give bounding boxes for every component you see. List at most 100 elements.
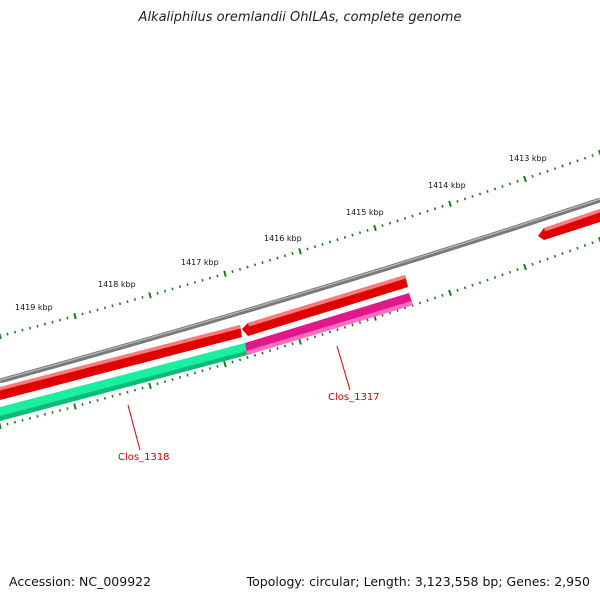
inner-tick-mark [433, 296, 437, 300]
inner-tick-mark [43, 413, 47, 416]
tick-label: 1416 kbp [264, 234, 302, 243]
tick-label: 1415 kbp [346, 208, 384, 217]
gene-arrow-clos-1318 [0, 351, 247, 421]
genome-summary-text: Topology: circular; Length: 3,123,558 bp… [246, 574, 590, 589]
outer-tick-mark [88, 310, 92, 314]
outer-tick-mark [501, 184, 504, 188]
outer-tick-mark [28, 326, 32, 330]
outer-tick-mark [328, 240, 332, 244]
inner-tick-mark [313, 335, 317, 339]
outer-tick-mark [193, 281, 197, 284]
inner-tick-mark [126, 390, 129, 394]
inner-tick-mark [156, 382, 159, 386]
outer-tick-mark [358, 231, 362, 235]
outer-tick-mark [36, 324, 39, 328]
outer-tick-mark [96, 308, 99, 312]
outer-tick-mark [201, 278, 204, 282]
outer-tick-mark [253, 263, 257, 267]
inner-tick-mark [351, 323, 354, 327]
outer-tick-mark [298, 248, 302, 255]
outer-tick-mark [336, 238, 339, 242]
inner-tick-mark [253, 353, 257, 357]
inner-tick-mark [561, 252, 564, 256]
outer-tick-mark [0, 332, 2, 340]
inner-tick-mark [418, 301, 422, 305]
inner-tick-mark [6, 422, 9, 426]
outer-tick-mark [583, 156, 587, 160]
inner-tick-mark [178, 375, 182, 379]
outer-tick-mark [133, 298, 137, 301]
outer-tick-mark [73, 312, 77, 320]
outer-tick-mark [463, 197, 467, 201]
outer-tick-mark [553, 167, 557, 171]
inner-tick-mark [471, 283, 474, 287]
outer-tick-mark [208, 276, 212, 280]
map-title: Alkaliphilus oremlandii OhILAs, complete… [138, 10, 462, 25]
inner-tick-mark [193, 371, 197, 375]
outer-tick-mark [403, 216, 407, 220]
outer-tick-mark [426, 209, 429, 213]
inner-tick-mark [598, 236, 600, 243]
inner-tick-mark [208, 367, 212, 371]
outer-tick-mark [396, 219, 399, 223]
inner-tick-mark [441, 293, 444, 297]
inner-tick-mark [111, 394, 114, 398]
outer-tick-mark [433, 207, 437, 211]
accession-text: Accession: NC_009922 [9, 574, 152, 589]
outer-tick-mark [448, 200, 452, 208]
outer-tick-mark [523, 175, 527, 183]
inner-tick-mark [216, 364, 219, 368]
outer-tick-mark [351, 233, 354, 237]
outer-tick-mark [81, 312, 84, 316]
gene-arrow-forward[interactable] [0, 325, 242, 400]
tick-labels: 1413 kbp 1414 kbp 1415 kbp 1416 kbp 1417… [15, 154, 547, 312]
outer-tick-mark [321, 242, 324, 246]
inner-tick-mark [343, 325, 347, 329]
outer-tick-ring [0, 149, 600, 340]
forward-strand-genes [0, 209, 600, 400]
outer-tick-mark [246, 265, 249, 269]
inner-tick-mark [463, 286, 467, 290]
outer-tick-mark [58, 318, 62, 322]
outer-tick-mark [51, 320, 54, 324]
tick-label: 1418 kbp [98, 280, 136, 289]
outer-tick-mark [13, 330, 17, 334]
inner-tick-mark [298, 338, 302, 345]
inner-tick-mark [148, 382, 152, 390]
outer-tick-mark [148, 292, 152, 299]
outer-tick-mark [561, 164, 564, 168]
inner-tick-mark [478, 281, 482, 285]
outer-tick-mark [441, 204, 444, 208]
inner-tick-mark [283, 344, 287, 348]
outer-tick-mark [471, 194, 474, 198]
inner-tick-mark [276, 346, 279, 350]
outer-tick-mark [171, 287, 174, 291]
outer-tick-mark [21, 328, 24, 332]
outer-tick-mark [576, 159, 579, 163]
inner-tick-mark [28, 416, 32, 420]
outer-tick-mark [381, 224, 384, 228]
inner-tick-mark [261, 351, 264, 355]
inner-tick-mark [591, 241, 594, 245]
inner-tick-mark [456, 288, 459, 292]
inner-tick-mark [553, 254, 557, 258]
outer-tick-mark [531, 174, 534, 178]
outer-tick-mark [343, 235, 347, 239]
inner-tick-mark [223, 361, 227, 368]
outer-tick-mark [508, 182, 512, 186]
outer-tick-mark [418, 212, 422, 216]
inner-tick-mark [493, 276, 497, 279]
outer-tick-mark [111, 304, 114, 308]
inner-tick-mark [186, 373, 189, 377]
inner-tick-mark [358, 321, 362, 325]
outer-tick-mark [141, 296, 144, 299]
outer-tick-mark [276, 256, 279, 260]
genome-backbone-highlight [0, 198, 600, 381]
inner-tick-mark [321, 333, 324, 336]
inner-tick-mark [246, 356, 249, 359]
inner-tick-mark [51, 411, 54, 414]
outer-tick-mark [306, 247, 309, 251]
tick-label: 1419 kbp [15, 303, 53, 312]
inner-tick-mark [508, 270, 512, 274]
